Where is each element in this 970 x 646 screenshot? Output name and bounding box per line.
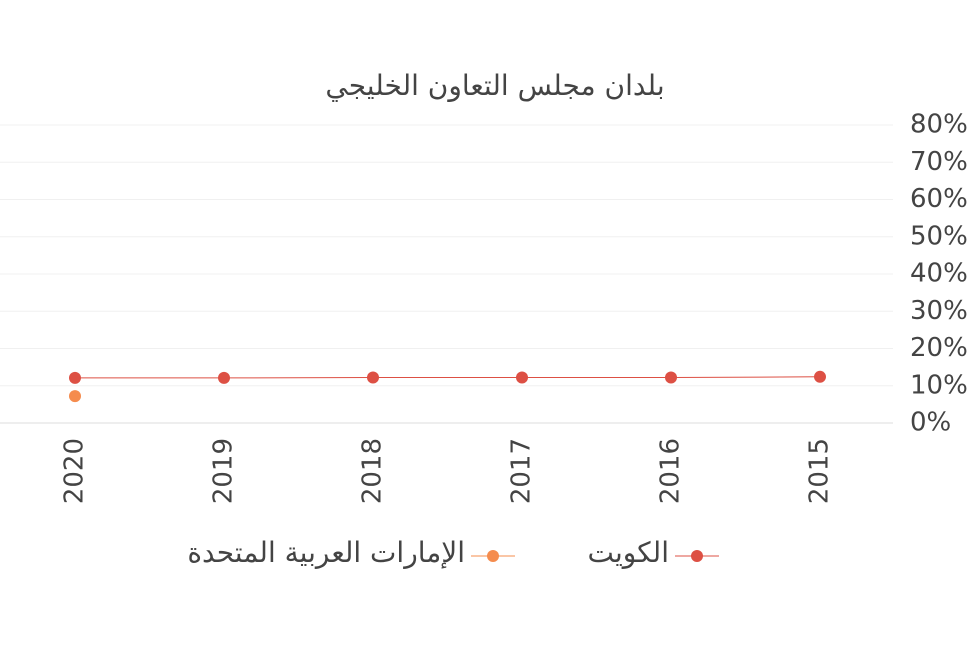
y-tick-label: 20% (910, 333, 968, 363)
y-tick-label: 80% (910, 110, 968, 140)
y-tick-label: 60% (910, 184, 968, 214)
point (218, 371, 230, 384)
series-line (75, 376, 821, 379)
x-tick-label: 2020 (60, 438, 90, 504)
chart-title: بلدان مجلس التعاون الخليجي (325, 69, 664, 102)
legend-marker (487, 550, 499, 562)
point (69, 371, 81, 384)
y-tick-label: 10% (910, 370, 968, 400)
x-tick-label: 2017 (507, 438, 537, 504)
y-tick-label: 40% (910, 259, 968, 289)
x-tick-label: 2016 (656, 438, 686, 504)
point (69, 390, 81, 403)
x-tick-label: 2018 (358, 438, 388, 504)
point (665, 371, 677, 384)
y-tick-label: 50% (910, 221, 968, 251)
x-tick-label: 2019 (209, 438, 239, 504)
point (367, 371, 379, 384)
y-tick-label: 30% (910, 296, 968, 326)
point (516, 371, 528, 384)
point (814, 370, 826, 383)
legend-label: الكويت (587, 536, 669, 569)
legend-label: الإمارات العربية المتحدة (187, 536, 465, 569)
y-tick-label: 0% (910, 408, 951, 438)
x-tick-label: 2015 (805, 438, 835, 504)
y-tick-label: 70% (910, 147, 968, 177)
legend-marker (691, 550, 703, 562)
